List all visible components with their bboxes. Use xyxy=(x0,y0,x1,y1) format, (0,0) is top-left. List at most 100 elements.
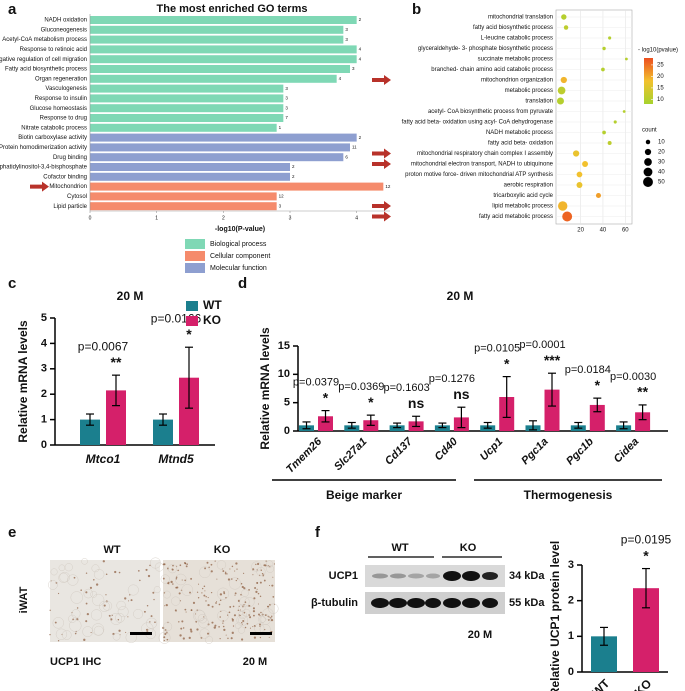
ihc-dot xyxy=(49,633,51,636)
ihc-dot xyxy=(197,597,200,599)
category-label: aerobic respiration xyxy=(504,183,553,189)
ihc-dot xyxy=(263,579,266,582)
ihc-dot xyxy=(118,629,121,632)
bubble xyxy=(560,76,567,84)
ihc-dot xyxy=(154,621,156,623)
ihc-dot xyxy=(230,637,233,640)
arrow xyxy=(372,159,391,169)
ihc-cell xyxy=(93,625,104,636)
bubble xyxy=(556,97,564,105)
ihc-dot xyxy=(252,607,255,610)
ihc-cell xyxy=(55,628,68,640)
legend-label: Cellular component xyxy=(210,253,270,260)
size-legend-mark xyxy=(643,177,653,187)
row-label: β-tubulin xyxy=(311,597,358,609)
bar xyxy=(90,94,284,103)
ihc-dot xyxy=(93,578,95,581)
bubble xyxy=(561,14,567,20)
legend-label: WT xyxy=(203,298,222,312)
y-tick-label: 0 xyxy=(568,666,574,678)
ihc-dot xyxy=(73,576,76,579)
category-label: Cd40 xyxy=(433,435,461,463)
ihc-dot xyxy=(244,626,247,629)
ihc-dot xyxy=(261,573,264,575)
category-label: fatty acid beta- oxidation using acyl- C… xyxy=(402,120,554,126)
ihc-dot xyxy=(110,618,113,621)
ihc-dot xyxy=(207,597,209,599)
y-tick-label: 15 xyxy=(278,340,290,352)
ihc-dot xyxy=(118,571,121,574)
ihc-dot xyxy=(202,587,204,590)
ihc-cell xyxy=(112,632,121,641)
panel-label: f xyxy=(315,524,321,541)
ihc-dot xyxy=(175,577,178,580)
ihc-dot xyxy=(211,621,214,624)
p-value: p=0.0195 xyxy=(621,533,672,547)
p-value: p=0.0001 xyxy=(519,339,565,351)
ihc-dot xyxy=(259,595,262,598)
count-label: 3 xyxy=(345,27,348,32)
plot-area xyxy=(555,9,633,225)
ihc-dot xyxy=(172,583,174,585)
count-label: 7 xyxy=(285,115,288,120)
ihc-dot xyxy=(184,579,186,582)
ihc-dot xyxy=(207,632,210,635)
p-value: p=0.0184 xyxy=(565,364,611,376)
ihc-dot xyxy=(145,568,148,571)
ihc-dot xyxy=(240,582,243,585)
arrow xyxy=(372,211,391,222)
ihc-dot xyxy=(246,622,249,625)
bar xyxy=(90,35,344,44)
ihc-dot xyxy=(128,600,130,602)
ihc-dot xyxy=(241,638,244,641)
x-tick-label: 20 xyxy=(577,228,584,234)
chart-title: 20 M xyxy=(117,289,144,303)
bar xyxy=(90,74,337,83)
ihc-dot xyxy=(257,613,261,616)
size-legend-mark xyxy=(643,167,653,177)
ihc-cell xyxy=(238,610,247,620)
error-bar xyxy=(185,346,193,409)
size-label: 34 kDa xyxy=(509,570,545,582)
category-label: Nitrate catabolic process xyxy=(21,125,87,131)
error-bar xyxy=(412,415,421,428)
ihc-dot xyxy=(259,581,262,584)
ihc-cell xyxy=(92,593,105,607)
category-label: Gluconeogenesis xyxy=(41,27,87,33)
colorbar xyxy=(644,58,653,104)
category-label: Lipid particle xyxy=(53,204,87,210)
ihc-dot xyxy=(232,620,234,622)
ihc-cell xyxy=(198,617,209,629)
ihc-dot xyxy=(273,563,275,565)
count-label: 4 xyxy=(359,56,362,61)
ihc-dot xyxy=(216,578,218,580)
category-label: mitochondrion organization xyxy=(481,78,553,84)
ihc-dot xyxy=(234,594,236,596)
ihc-dot xyxy=(207,603,210,607)
ihc-cell xyxy=(71,609,81,619)
note: 20 M xyxy=(468,629,492,641)
ihc-dot xyxy=(214,560,216,562)
ihc-dot xyxy=(264,629,266,631)
size-legend-label: 20 xyxy=(658,150,665,156)
ihc-cell xyxy=(110,613,123,625)
y-tick-label: 3 xyxy=(568,559,574,571)
error-bar xyxy=(642,567,650,609)
ihc-dot xyxy=(114,570,117,574)
ihc-cell xyxy=(236,614,248,626)
category-label: fatty acid metabolic process xyxy=(479,214,553,220)
ihc-cell xyxy=(154,562,164,572)
significance: * xyxy=(595,377,601,393)
ihc-dot xyxy=(190,577,193,580)
y-axis-label: Relative UCP1 protein level xyxy=(548,541,562,691)
significance: * xyxy=(504,355,510,371)
ihc-dot xyxy=(264,613,267,617)
ihc-dot xyxy=(257,592,260,595)
ihc-dot xyxy=(150,615,153,618)
error-bar xyxy=(483,421,492,429)
ihc-dot xyxy=(248,588,250,591)
ihc-dot xyxy=(165,603,168,607)
bar xyxy=(90,172,290,181)
category-label: Phosphatidylinositol-3,4-bisphosphate xyxy=(0,165,88,171)
